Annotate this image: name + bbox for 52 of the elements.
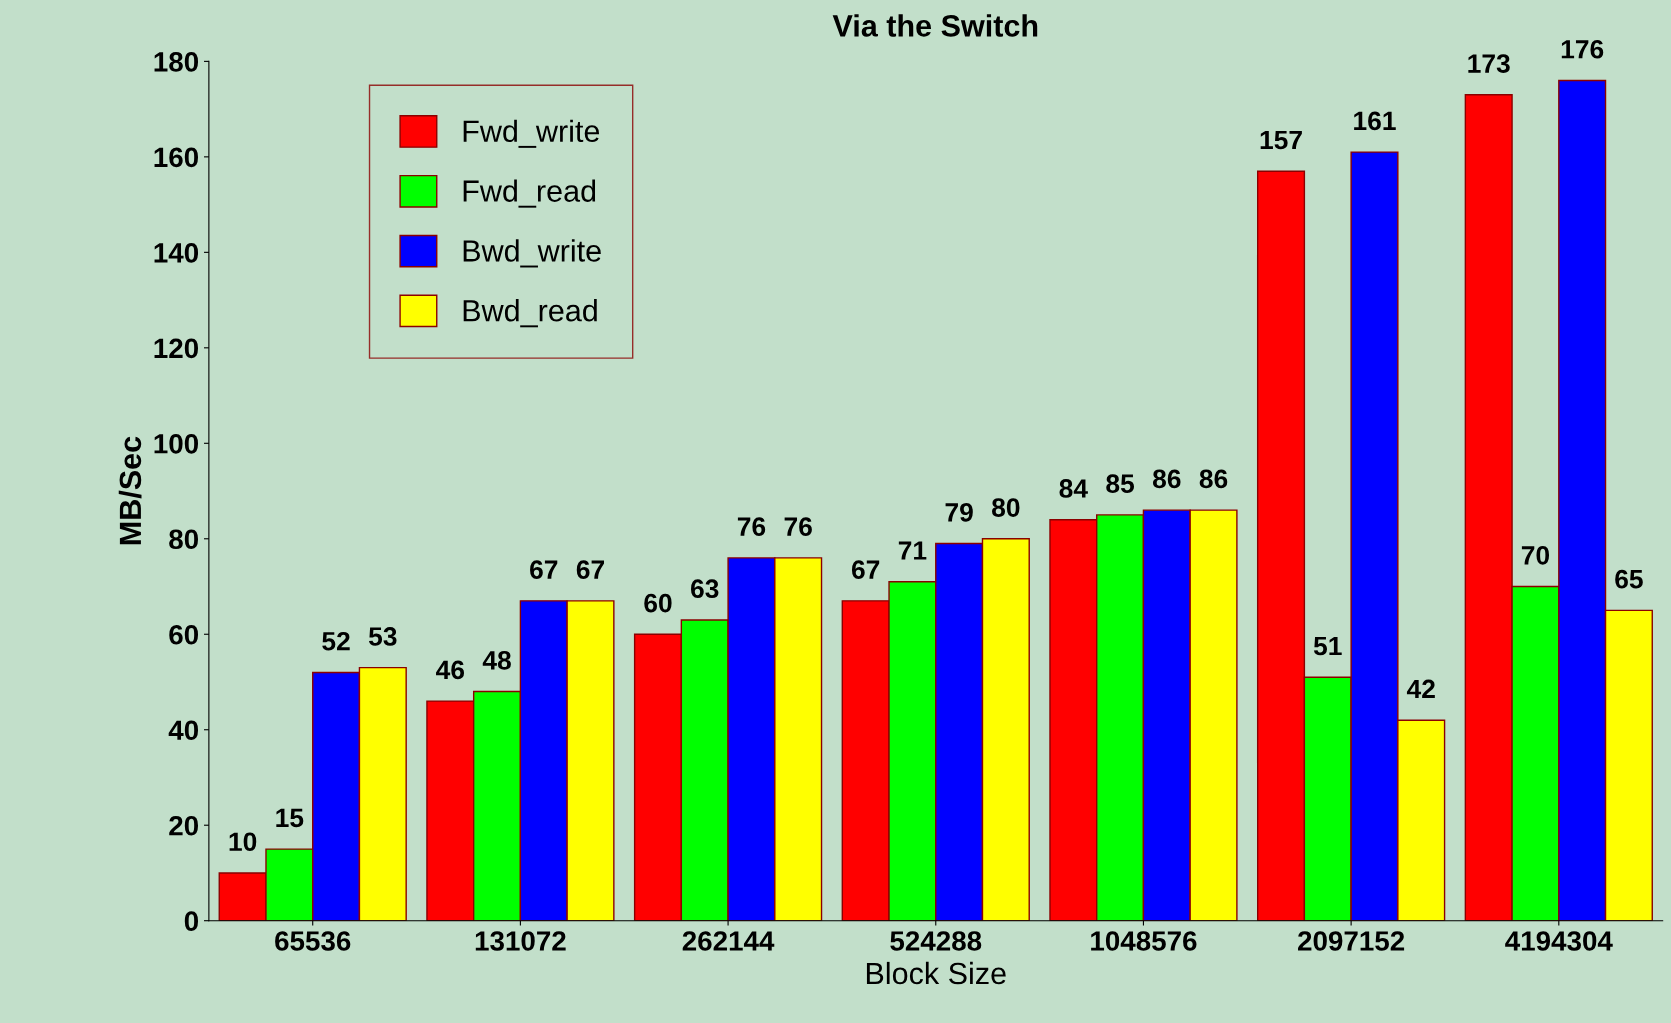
data-label: 67 (530, 560, 558, 579)
y-tick-label: 60 (169, 624, 199, 645)
legend-label: Bwd_read (463, 299, 597, 328)
y-tick-label: 160 (154, 147, 199, 168)
data-label: 157 (1260, 130, 1302, 150)
data-label: 10 (229, 832, 257, 852)
y-tick-label: 180 (154, 52, 199, 72)
x-tick-label: 1048576 (1091, 931, 1197, 951)
data-label: 67 (576, 560, 605, 579)
data-label: 86 (1152, 469, 1181, 489)
data-label: 51 (1313, 636, 1342, 656)
y-axis-title: MB/Sec (118, 436, 142, 545)
y-tick-label: 120 (154, 338, 199, 359)
data-label: 85 (1106, 474, 1135, 494)
data-label: 80 (992, 498, 1020, 517)
y-tick-label: 80 (169, 529, 199, 550)
x-tick-label: 2097152 (1298, 931, 1405, 951)
data-label: 79 (945, 502, 973, 522)
data-label: 76 (737, 517, 766, 536)
x-tick-label: 65536 (275, 931, 351, 951)
chart-title: Via the Switch (832, 14, 1038, 37)
y-tick-label: 40 (168, 720, 199, 741)
data-label: 176 (1561, 39, 1604, 59)
data-label: 65 (1615, 569, 1643, 589)
data-label: 15 (276, 808, 304, 828)
data-label: 70 (1521, 545, 1550, 565)
y-tick-label: 140 (154, 243, 199, 263)
data-label: 46 (436, 660, 465, 680)
legend-label: Bwd_write (463, 239, 601, 268)
data-label: 86 (1199, 469, 1228, 489)
data-label: 173 (1468, 54, 1510, 73)
legend-label: Fwd_read (463, 179, 596, 208)
data-label: 71 (898, 541, 927, 560)
data-label: 161 (1354, 111, 1396, 131)
data-label: 60 (644, 593, 672, 613)
data-label: 53 (368, 627, 397, 646)
data-label: 52 (322, 631, 350, 651)
x-tick-label: 262144 (682, 931, 775, 951)
y-tick-label: 100 (154, 433, 199, 454)
y-tick-label: 20 (169, 815, 199, 836)
data-label: 42 (1406, 679, 1435, 699)
data-label: 76 (784, 517, 812, 536)
data-label: 63 (691, 579, 719, 599)
y-tick-label: 0 (184, 911, 199, 932)
x-tick-label: 131072 (475, 931, 566, 951)
legend-label: Fwd_write (463, 119, 600, 148)
data-label: 48 (482, 650, 511, 670)
x-tick-label: 524288 (890, 931, 982, 951)
x-tick-label: 4194304 (1505, 931, 1613, 951)
data-label: 84 (1059, 479, 1088, 498)
x-axis-title: Block Size (866, 961, 1006, 985)
data-label: 67 (851, 560, 880, 579)
